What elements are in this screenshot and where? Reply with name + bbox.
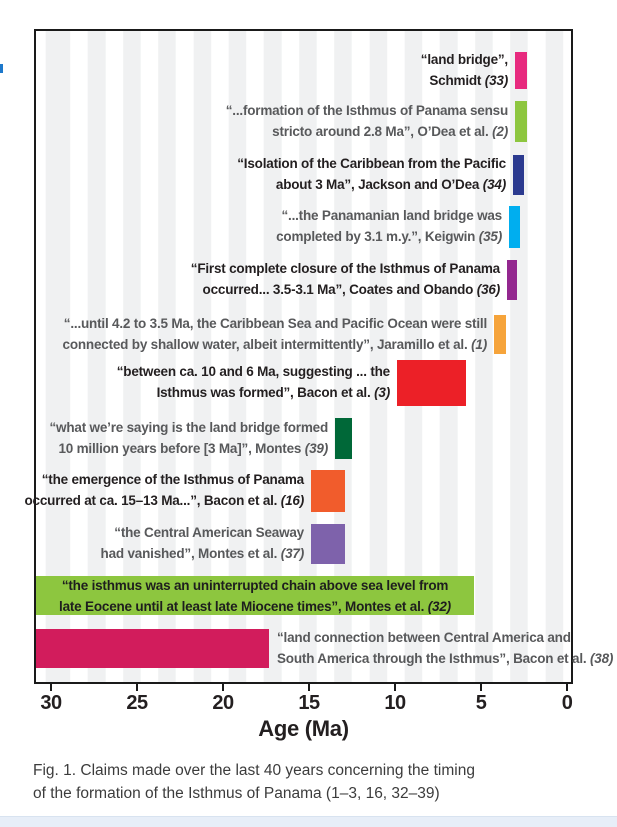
claim-label-montes-32: “the isthmus was an uninterrupted chain …: [59, 578, 451, 614]
bottom-panel-edge: [0, 816, 617, 827]
claim-label-montes-39: “what we’re saying is the land bridge fo…: [49, 420, 328, 456]
tick-mark-20: [222, 684, 224, 691]
tick-label-5: 5: [475, 692, 487, 714]
claim-bar-bacon-16: [311, 470, 345, 512]
figure-plot-area: “land bridge”, Schmidt (33) “...formation …: [25, 29, 613, 684]
claim-bar-montes-32: [36, 576, 474, 615]
claim-bar-montes-39: [335, 418, 352, 459]
claim-label-bacon-38: “land connection between Central America…: [277, 630, 614, 666]
tick-mark-25: [136, 684, 138, 691]
claim-label-schmidt-33: “land bridge”, Schmidt (33): [420, 52, 508, 88]
claim-label-coates-36: “First complete closure of the Isthmus o…: [190, 261, 500, 297]
tick-mark-30: [50, 684, 52, 691]
tick-label-25: 25: [126, 692, 148, 714]
tick-mark-5: [480, 684, 482, 691]
tick-mark-0: [566, 684, 568, 691]
x-axis-title: Age (Ma): [258, 716, 349, 741]
claim-bar-bacon-38: [36, 629, 269, 668]
figure-caption: Fig. 1. Claims made over the last 40 yea…: [33, 760, 593, 805]
claim-bar-jaramillo-1: [494, 315, 506, 354]
tick-mark-15: [308, 684, 310, 691]
x-axis-ticks: 30 25 20 15 10 5 0: [36, 684, 573, 724]
caption-line-2: of the formation of the Isthmus of Panam…: [33, 784, 440, 802]
claim-label-montes-37: “the Central American Seaway had vanished…: [100, 525, 305, 561]
tick-label-30: 30: [40, 692, 62, 714]
claim-bar-montes-37: [311, 524, 345, 564]
claim-label-jackson-34: “Isolation of the Caribbean from the Pac…: [237, 156, 506, 192]
cropped-link-fragment[interactable]: [0, 64, 3, 73]
tick-label-0: 0: [561, 692, 573, 714]
tick-label-10: 10: [384, 692, 406, 714]
claim-bar-bacon-3: [397, 360, 466, 406]
tick-mark-10: [394, 684, 396, 691]
claim-label-keigwin-35: “...the Panamanian land bridge was comple…: [276, 208, 502, 244]
claim-bar-coates-36: [507, 260, 517, 300]
claim-bar-schmidt-33: [515, 52, 527, 89]
tick-label-15: 15: [298, 692, 320, 714]
caption-line-1: Fig. 1. Claims made over the last 40 yea…: [33, 762, 475, 779]
tick-label-20: 20: [212, 692, 234, 714]
claim-label-odea-2: “...formation of the Isthmus of Panama s…: [225, 103, 508, 139]
claim-label-bacon-3: “between ca. 10 and 6 Ma, suggesting ...…: [116, 364, 390, 400]
claim-bar-keigwin-35: [509, 206, 520, 248]
claim-label-bacon-16: “the emergence of the Isthmus of Panama o…: [24, 472, 305, 508]
claim-bar-jackson-34: [513, 155, 524, 195]
claim-label-jaramillo-1: “...until 4.2 to 3.5 Ma, the Caribbean S…: [62, 316, 488, 352]
claim-bar-odea-2: [515, 101, 527, 142]
